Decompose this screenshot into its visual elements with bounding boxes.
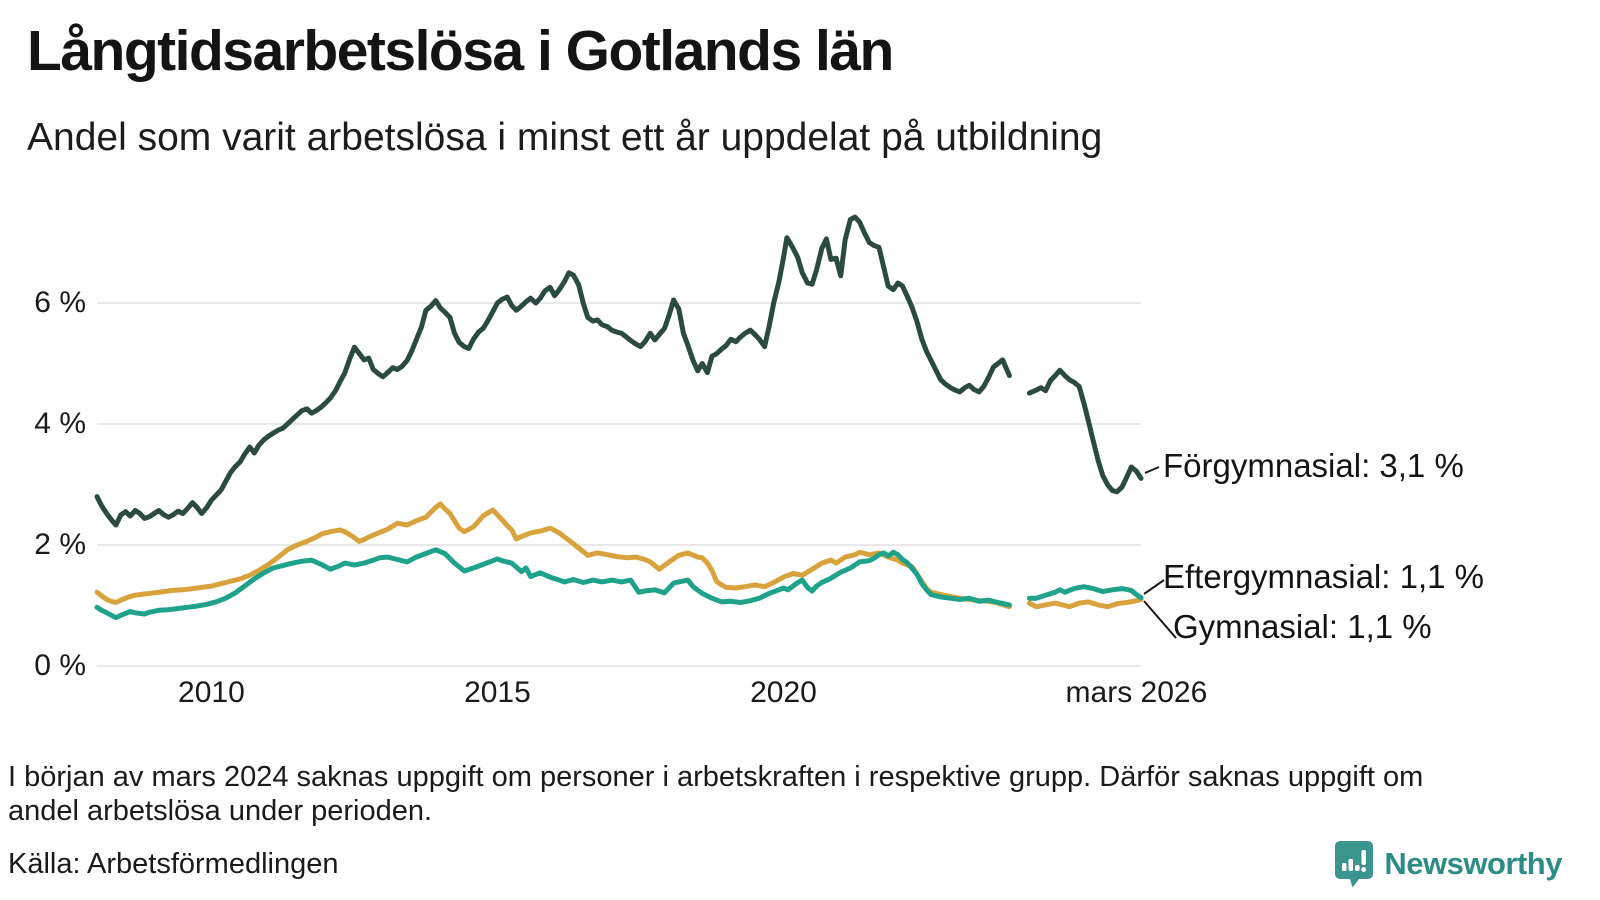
newsworthy-bubble-chart-icon [1334,840,1374,888]
series-label-forgymnasial: Förgymnasial: 3,1 % [1163,447,1464,484]
series-line-gymnasial-seg2 [1026,597,1144,610]
chart-subtitle: Andel som varit arbetslösa i minst ett å… [27,116,1103,159]
series-label-gymnasial: Gymnasial: 1,1 % [1173,608,1432,645]
series-label-eftergymnasial: Eftergymnasial: 1,1 % [1163,558,1484,595]
connector-forgymnasial [1144,466,1160,474]
footnote-line-1: I början av mars 2024 saknas uppgift om … [8,761,1424,793]
series-line-förgymnasial-seg1 [94,214,1012,528]
footnote-line-2: andel arbetslösa under perioden. [8,795,433,827]
series-line-eftergymnasial-seg2 [1026,584,1144,601]
newsworthy-wordmark: Newsworthy [1384,846,1562,881]
series-line-gymnasial-seg1 [94,501,1012,610]
footnote: I början av mars 2024 saknas uppgift om … [8,760,1423,828]
page-title: Långtidsarbetslösa i Gotlands län [27,19,894,83]
series-line-eftergymnasial-seg1 [94,547,1012,621]
y-tick-2%: 2 % [34,528,86,561]
source-note: Källa: Arbetsförmedlingen [8,848,339,880]
newsworthy-logo[interactable]: Newsworthy [1334,840,1562,888]
x-tick-2015: 2015 [464,676,531,709]
x-tick-2010: 2010 [178,676,245,709]
y-tick-4%: 4 % [34,407,86,440]
x-tick-mars-2026: mars 2026 [1065,676,1208,709]
x-tick-2020: 2020 [750,676,817,709]
y-tick-6%: 6 % [34,286,86,319]
connector-gymnasial [1143,600,1177,639]
y-tick-0%: 0 % [34,649,86,682]
connector-eftergymnasial [1143,579,1165,595]
series-line-förgymnasial-seg2 [1026,367,1144,495]
